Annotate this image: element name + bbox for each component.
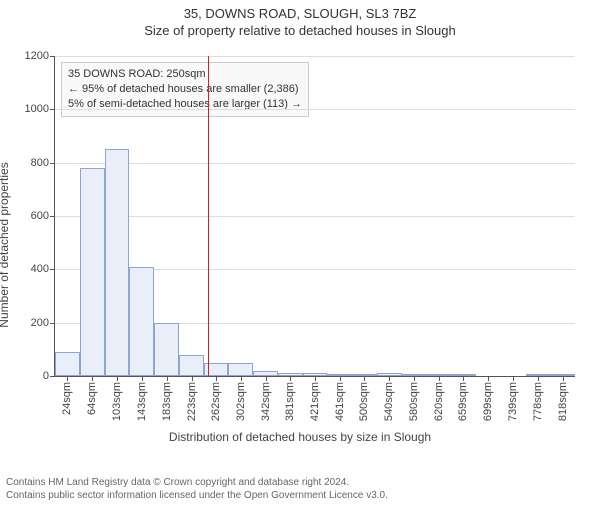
- x-tick-label: 620sqm: [433, 382, 445, 421]
- histogram-bar: [105, 149, 129, 376]
- footer-attribution: Contains HM Land Registry data © Crown c…: [6, 476, 388, 502]
- x-tick: [563, 376, 564, 381]
- x-tick-label: 580sqm: [408, 382, 420, 421]
- x-tick-label: 778sqm: [532, 382, 544, 421]
- x-tick-label: 381sqm: [284, 382, 296, 421]
- x-tick-label: 699sqm: [482, 382, 494, 421]
- x-tick: [538, 376, 539, 381]
- x-tick-label: 143sqm: [136, 382, 148, 421]
- page-subtitle: Size of property relative to detached ho…: [0, 23, 600, 38]
- histogram-bar: [129, 267, 154, 376]
- y-tick-label: 1000: [25, 103, 55, 115]
- x-tick: [216, 376, 217, 381]
- x-tick: [439, 376, 440, 381]
- y-tick-label: 600: [31, 210, 55, 222]
- x-tick: [513, 376, 514, 381]
- grid-line: [55, 163, 575, 164]
- plot-area: 35 DOWNS ROAD: 250sqm ← 95% of detached …: [54, 56, 575, 377]
- x-tick-label: 183sqm: [161, 382, 173, 421]
- x-tick: [266, 376, 267, 381]
- grid-line: [55, 56, 575, 57]
- x-tick-label: 540sqm: [383, 382, 395, 421]
- histogram-bar: [179, 355, 204, 376]
- grid-line: [55, 109, 575, 110]
- y-tick-label: 400: [31, 263, 55, 275]
- x-tick-label: 818sqm: [557, 382, 569, 421]
- x-tick: [488, 376, 489, 381]
- histogram-bar: [55, 352, 80, 376]
- x-axis-label: Distribution of detached houses by size …: [0, 430, 600, 444]
- x-tick-label: 659sqm: [457, 382, 469, 421]
- x-tick: [241, 376, 242, 381]
- x-tick-label: 739sqm: [507, 382, 519, 421]
- y-tick-label: 800: [31, 157, 55, 169]
- x-tick: [340, 376, 341, 381]
- annotation-line-1: 35 DOWNS ROAD: 250sqm: [68, 67, 302, 82]
- x-tick: [117, 376, 118, 381]
- x-tick: [192, 376, 193, 381]
- y-tick-label: 200: [31, 317, 55, 329]
- chart-container: Number of detached properties 35 DOWNS R…: [0, 50, 600, 440]
- x-tick: [414, 376, 415, 381]
- histogram-bar: [228, 363, 253, 376]
- reference-line: [208, 56, 209, 376]
- x-tick: [315, 376, 316, 381]
- x-tick: [389, 376, 390, 381]
- x-tick-label: 103sqm: [111, 382, 123, 421]
- x-tick-label: 262sqm: [210, 382, 222, 421]
- x-tick: [67, 376, 68, 381]
- histogram-bar: [154, 323, 179, 376]
- footer-line-2: Contains public sector information licen…: [6, 489, 388, 502]
- x-tick-label: 24sqm: [61, 382, 73, 415]
- page-title: 35, DOWNS ROAD, SLOUGH, SL3 7BZ: [0, 6, 600, 21]
- x-tick-label: 302sqm: [235, 382, 247, 421]
- x-tick-label: 64sqm: [86, 382, 98, 415]
- x-tick-label: 421sqm: [309, 382, 321, 421]
- x-tick-label: 500sqm: [358, 382, 370, 421]
- x-tick: [167, 376, 168, 381]
- x-tick: [364, 376, 365, 381]
- x-tick-label: 223sqm: [186, 382, 198, 421]
- grid-line: [55, 216, 575, 217]
- x-tick-label: 461sqm: [334, 382, 346, 421]
- footer-line-1: Contains HM Land Registry data © Crown c…: [6, 476, 388, 489]
- annotation-line-2: ← 95% of detached houses are smaller (2,…: [68, 82, 302, 97]
- x-tick: [92, 376, 93, 381]
- y-tick-label: 0: [43, 370, 55, 382]
- x-tick: [142, 376, 143, 381]
- x-tick: [290, 376, 291, 381]
- histogram-bar: [80, 168, 105, 376]
- y-tick-label: 1200: [25, 50, 55, 62]
- x-tick: [463, 376, 464, 381]
- x-tick-label: 342sqm: [260, 382, 272, 421]
